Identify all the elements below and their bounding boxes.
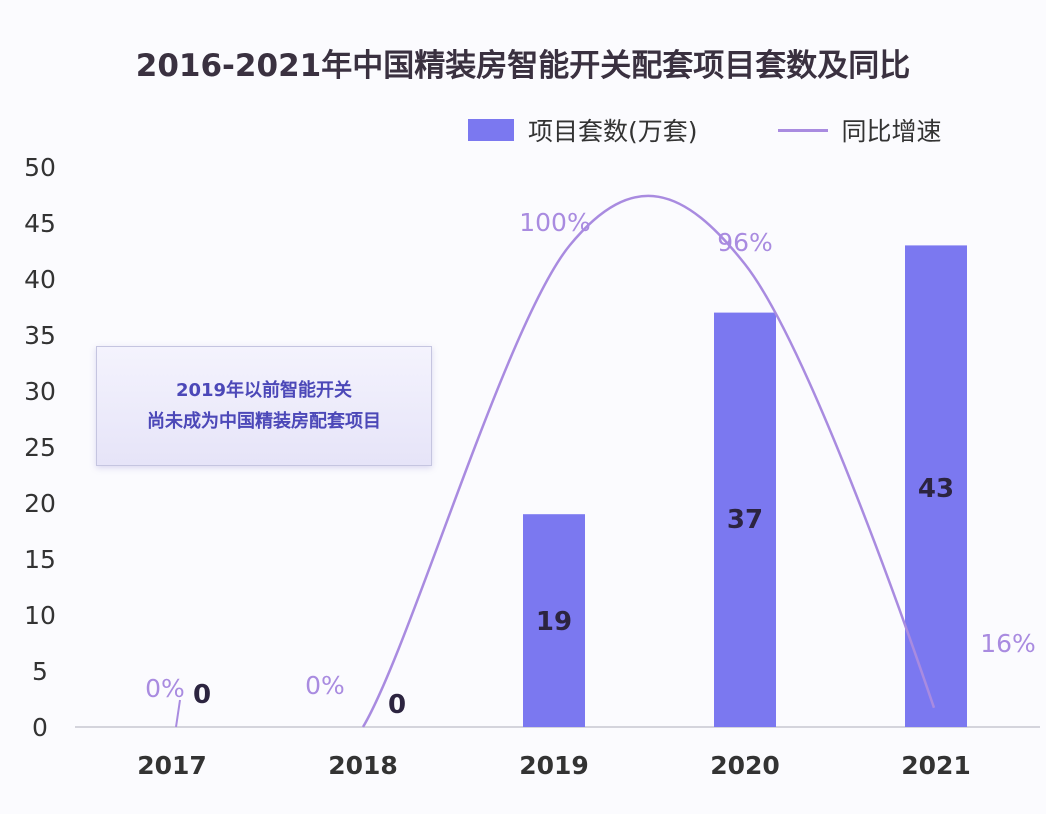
annotation-box: 2019年以前智能开关 尚未成为中国精装房配套项目 — [96, 346, 432, 466]
bar — [523, 514, 585, 727]
x-tick-label: 2019 — [519, 751, 589, 780]
growth-line-2017-tick — [175, 699, 181, 728]
bar-data-label: 19 — [536, 607, 572, 637]
legend-bar-swatch — [468, 119, 514, 141]
bar — [905, 245, 967, 727]
line-data-label: 0% — [305, 671, 345, 700]
bar-data-label: 0 — [388, 690, 406, 720]
legend-line-swatch — [777, 128, 828, 132]
y-tick-label: 20 — [24, 489, 56, 518]
x-tick-label: 2017 — [137, 751, 207, 780]
legend-bar-label: 项目套数(万套) — [528, 117, 698, 146]
line-data-label: 100% — [519, 208, 590, 237]
bar — [714, 312, 776, 727]
x-tick-label: 2021 — [901, 751, 971, 780]
annotation-line-1: 2019年以前智能开关 — [175, 380, 353, 401]
y-tick-label: 5 — [32, 657, 48, 686]
chart-title: 2016-2021年中国精装房智能开关配套项目套数及同比 — [135, 48, 911, 84]
bar-data-label: 37 — [727, 505, 763, 535]
x-tick-label: 2020 — [710, 751, 780, 780]
line-data-label: 96% — [717, 228, 773, 257]
legend-line-label: 同比增速 — [841, 117, 942, 146]
y-tick-label: 30 — [24, 377, 56, 406]
y-tick-label: 0 — [32, 713, 48, 742]
annotation-line-2: 尚未成为中国精装房配套项目 — [147, 411, 381, 432]
line-data-label: 16% — [980, 629, 1036, 658]
legend: 项目套数(万套) 同比增速 — [468, 112, 942, 148]
bar-data-label: 43 — [918, 474, 954, 504]
y-tick-label: 25 — [24, 433, 56, 462]
bar-data-label: 0 — [193, 680, 211, 710]
y-tick-label: 50 — [24, 153, 56, 182]
y-tick-label: 10 — [24, 601, 56, 630]
line-data-label: 0% — [145, 674, 185, 703]
growth-line — [361, 194, 936, 728]
y-tick-label: 15 — [24, 545, 56, 574]
y-tick-label: 40 — [24, 265, 56, 294]
y-tick-label: 45 — [24, 209, 56, 238]
y-tick-label: 35 — [24, 321, 56, 350]
x-tick-label: 2018 — [328, 751, 398, 780]
